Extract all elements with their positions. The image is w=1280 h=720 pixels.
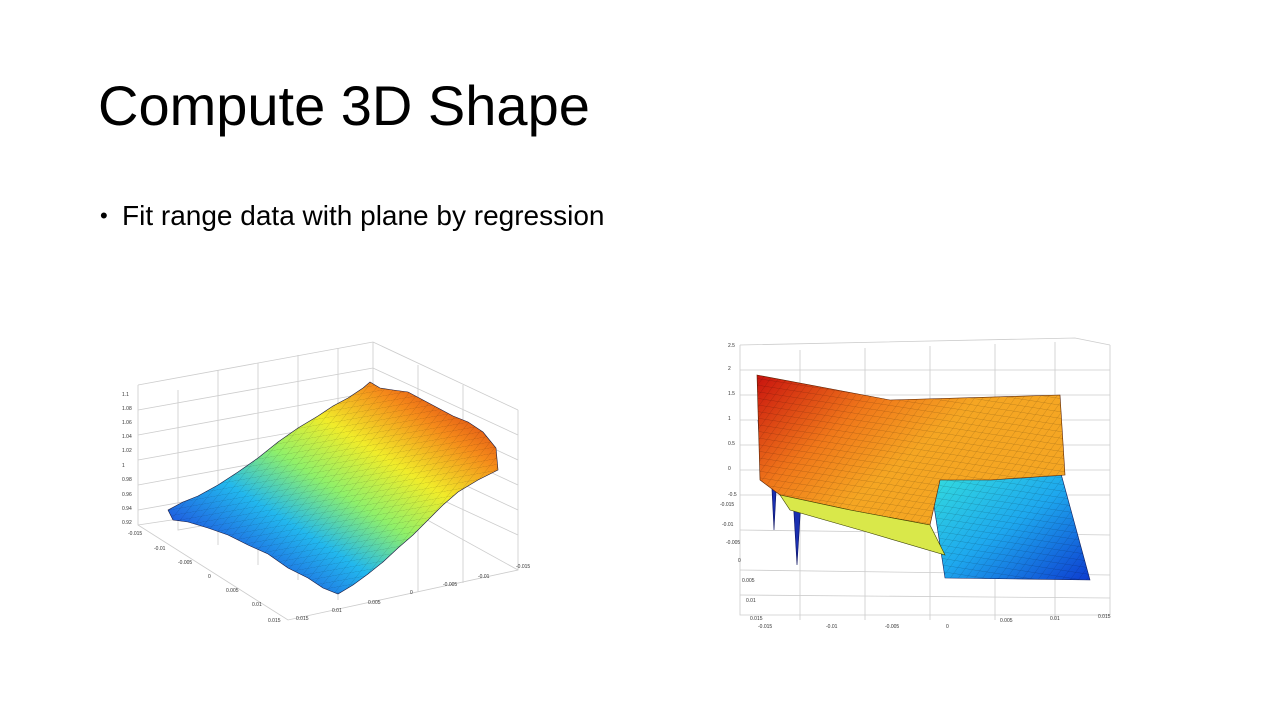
z-tick: 1.02 (122, 448, 132, 454)
z-tick: 2 (728, 366, 731, 372)
y-tick: 0.005 (226, 588, 239, 594)
surface-plot-right-svg: -0.5 0 0.5 1 1.5 2 2.5 -0.015 -0.01 -0.0… (720, 337, 1111, 630)
plane-mesh-lines (930, 470, 1090, 580)
plane-mesh-lines (757, 375, 1065, 525)
y-tick: -0.01 (722, 522, 734, 528)
z-tick: 0.92 (122, 520, 132, 526)
z-tick: 2.5 (728, 343, 735, 349)
slide-title: Compute 3D Shape (98, 74, 590, 137)
y-tick: 0 (738, 558, 741, 564)
x-tick: -0.01 (478, 574, 490, 580)
y-tick: -0.005 (726, 540, 740, 546)
z-tick: 1.04 (122, 434, 132, 440)
x-tick: -0.005 (443, 582, 457, 588)
y-tick: -0.01 (154, 546, 166, 552)
x-tick: -0.015 (516, 564, 530, 570)
bullet-dot-icon: • (100, 203, 108, 228)
y-tick: 0 (208, 574, 211, 580)
z-axis-ticks-left: 0.92 0.94 0.96 0.98 1 1.02 1.04 1.06 1.0… (122, 392, 132, 526)
y-tick: 0.015 (750, 616, 763, 622)
x-tick: 0.015 (1098, 614, 1111, 620)
z-tick: 1 (728, 416, 731, 422)
bullet-list: • Fit range data with plane by regressio… (96, 198, 605, 234)
z-axis-ticks-right: -0.5 0 0.5 1 1.5 2 2.5 (728, 343, 737, 498)
surface-mesh-lines (168, 382, 498, 594)
z-tick: 1 (122, 463, 125, 469)
z-tick: 0.94 (122, 506, 132, 512)
z-tick: 0.98 (122, 477, 132, 483)
x-tick: 0.015 (296, 616, 309, 622)
y-tick: -0.005 (178, 560, 192, 566)
y-tick: 0.01 (746, 598, 756, 604)
x-axis-ticks-left: -0.015 -0.01 -0.005 0 0.005 0.01 0.015 (296, 564, 530, 622)
z-tick: 1.08 (122, 406, 132, 412)
x-tick: 0 (410, 590, 413, 596)
bullet-text: Fit range data with plane by regression (122, 200, 605, 231)
z-tick: 1.5 (728, 391, 735, 397)
x-axis-ticks-right: -0.015 -0.01 -0.005 0 0.005 0.01 0.015 (758, 614, 1111, 630)
y-tick: 0.005 (742, 578, 755, 584)
x-tick: 0.01 (332, 608, 342, 614)
y-tick: -0.015 (720, 502, 734, 508)
x-tick: 0.005 (1000, 618, 1013, 624)
y-axis-ticks-right: -0.015 -0.01 -0.005 0 0.005 0.01 0.015 (720, 502, 763, 622)
y-axis-ticks-left: -0.015 -0.01 -0.005 0 0.005 0.01 0.015 (128, 531, 281, 624)
z-tick: -0.5 (728, 492, 737, 498)
x-tick: -0.01 (826, 624, 838, 630)
z-tick: 0 (728, 466, 731, 472)
x-tick: 0.005 (368, 600, 381, 606)
z-tick: 0.96 (122, 492, 132, 498)
surface-plot-left-svg: 0.92 0.94 0.96 0.98 1 1.02 1.04 1.06 1.0… (122, 341, 530, 624)
surface-plot-left: 0.92 0.94 0.96 0.98 1 1.02 1.04 1.06 1.0… (118, 330, 548, 630)
y-tick: 0.01 (252, 602, 262, 608)
fitted-plane-yellow (779, 494, 946, 556)
x-tick: -0.015 (758, 624, 772, 630)
y-tick: -0.015 (128, 531, 142, 537)
z-tick: 0.5 (728, 441, 735, 447)
x-tick: 0.01 (1050, 616, 1060, 622)
surface-plot-right: -0.5 0 0.5 1 1.5 2 2.5 -0.015 -0.01 -0.0… (700, 330, 1130, 630)
x-tick: -0.005 (885, 624, 899, 630)
z-tick: 1.06 (122, 420, 132, 426)
y-tick: 0.015 (268, 618, 281, 624)
bullet-item: • Fit range data with plane by regressio… (96, 198, 605, 234)
z-tick: 1.1 (122, 392, 129, 398)
x-tick: 0 (946, 624, 949, 630)
